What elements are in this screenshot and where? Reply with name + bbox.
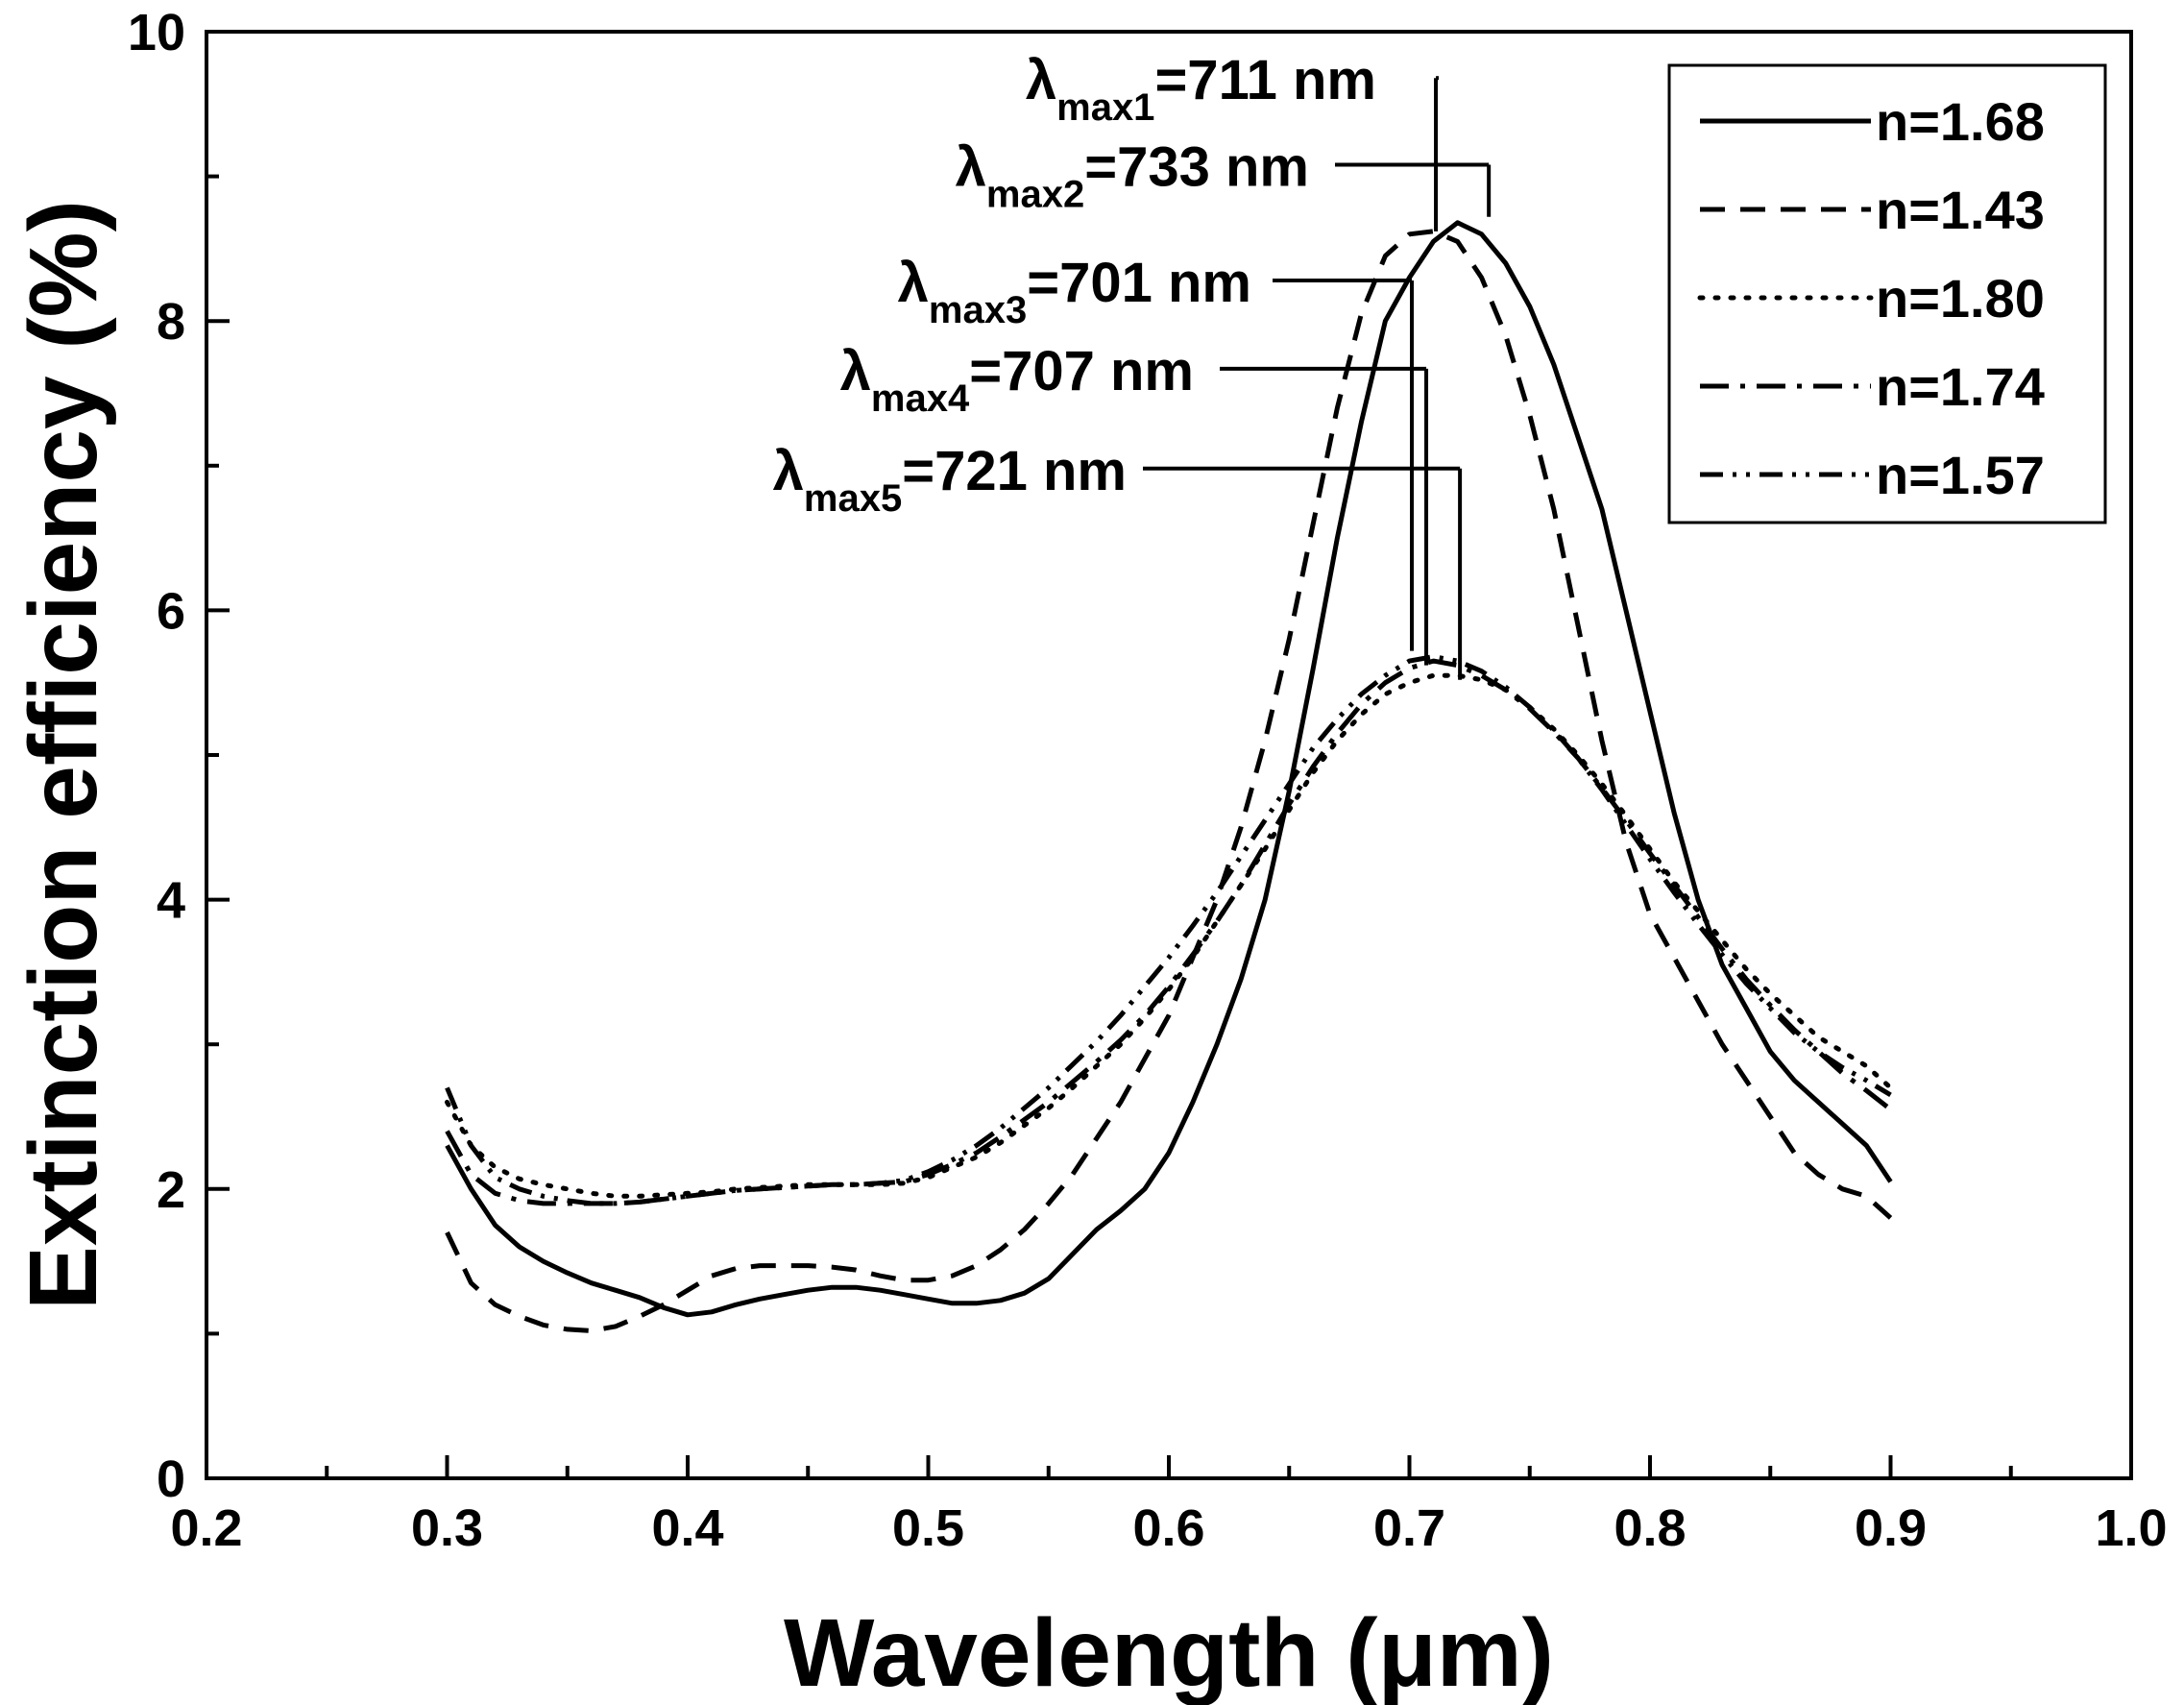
legend-box xyxy=(1667,63,2107,524)
annotation-lambda: λ xyxy=(956,136,986,199)
annotation-value: =701 nm xyxy=(1027,252,1251,314)
annotation-value: =711 nm xyxy=(1154,49,1376,111)
x-tick-label: 0.2 xyxy=(170,1499,242,1557)
legend: n=1.68 n=1.43 n=1.80 n=1.74 n=1.57 xyxy=(1667,63,2107,524)
annotation-label: λmax5=721 nm xyxy=(773,440,1127,520)
axis-tick-labels: 0.2 0.3 0.4 0.5 0.6 0.7 0.8 0.9 1.0 0 2 4 6 8 10 xyxy=(128,4,2168,1557)
x-tick-label: 0.6 xyxy=(1132,1499,1204,1557)
annotation-label: λmax2=733 nm xyxy=(956,136,1309,216)
legend-label: n=1.43 xyxy=(1876,180,2045,240)
x-tick-label: 0.8 xyxy=(1614,1499,1686,1557)
series-layer xyxy=(445,220,1893,1333)
annotation-label: λmax3=701 nm xyxy=(898,252,1251,331)
x-tick-label: 0.9 xyxy=(1855,1499,1927,1557)
series-line xyxy=(445,654,1892,1206)
annotation-value: =707 nm xyxy=(969,340,1194,402)
y-tick-label: 8 xyxy=(157,293,185,351)
x-tick-label: 0.4 xyxy=(651,1499,723,1557)
series-line xyxy=(445,658,1893,1206)
annotation-subscript: max1 xyxy=(1056,86,1154,129)
legend-label: n=1.57 xyxy=(1876,445,2045,505)
x-tick-label: 0.7 xyxy=(1373,1499,1445,1557)
x-tick-label: 1.0 xyxy=(2095,1499,2167,1557)
legend-label: n=1.68 xyxy=(1876,91,2045,152)
annotation-lambda: λ xyxy=(898,252,929,314)
series-line xyxy=(445,229,1893,1333)
annotation-lambda: λ xyxy=(773,440,804,502)
annotation-subscript: max4 xyxy=(871,378,970,420)
x-axis-title: Wavelength (μm) xyxy=(784,1599,1554,1705)
x-tick-label: 0.5 xyxy=(892,1499,964,1557)
annotation-lambda: λ xyxy=(840,340,871,402)
annotation-subscript: max5 xyxy=(804,477,902,520)
annotation-label: λmax4=707 nm xyxy=(840,340,1194,420)
annotation-value: =733 nm xyxy=(1084,136,1309,199)
legend-label: n=1.80 xyxy=(1876,268,2045,329)
annotation-lambda: λ xyxy=(1026,49,1056,111)
y-tick-label: 10 xyxy=(128,4,185,61)
y-axis-title: Extinction efficiency (%) xyxy=(10,200,117,1310)
legend-label: n=1.74 xyxy=(1876,356,2045,417)
y-tick-label: 2 xyxy=(157,1161,185,1219)
annotation-subscript: max3 xyxy=(929,289,1027,331)
annotation-value: =721 nm xyxy=(902,440,1127,502)
axis-ticks xyxy=(205,30,2133,1480)
series-line xyxy=(445,672,1893,1199)
y-tick-label: 0 xyxy=(157,1450,185,1508)
x-tick-label: 0.3 xyxy=(411,1499,483,1557)
annotation-label: λmax1=711 nm xyxy=(1026,49,1376,129)
y-tick-label: 4 xyxy=(157,872,185,930)
y-tick-label: 6 xyxy=(157,582,185,640)
series-line xyxy=(445,220,1893,1318)
annotation-subscript: max2 xyxy=(986,174,1084,216)
